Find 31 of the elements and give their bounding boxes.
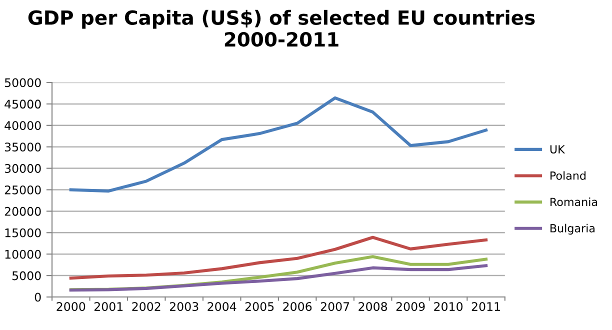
y-tick-label: 10000 [5,250,41,259]
x-tick-label: 2006 [283,302,312,311]
x-tick-label: 2000 [56,302,86,311]
x-tick-label: 2001 [94,302,123,311]
legend-label: UK [550,145,566,154]
y-tick-label: 45000 [4,100,41,109]
y-tick-label: 25000 [4,185,41,194]
x-tick-label: 2005 [245,302,274,311]
y-tick-label: 30000 [4,164,41,173]
y-tick-label: 20000 [4,206,41,216]
legend-label: Poland [550,171,586,180]
legend-label: Bulgaria [550,224,594,235]
line-series [69,96,488,193]
line-series [69,264,488,292]
x-tick-label: 2003 [170,302,198,311]
x-tick-label: 2008 [358,302,388,311]
y-tick-label: 35000 [4,142,41,152]
x-tick-label: 2011 [472,302,500,311]
x-tick-label: 2009 [396,302,425,311]
x-tick-label: 2007 [320,302,350,311]
y-tick-label: 5000 [12,271,41,280]
chart-title: GDP per Capita (US$) of selected EU countries 2000-2011 [28,10,535,47]
legend-label: Romania [550,198,598,206]
x-tick-label: 2002 [132,302,160,311]
y-tick-label: 0 [34,292,41,302]
y-tick-label: 50000 [4,78,41,88]
y-tick-label: 15000 [5,228,41,238]
x-tick-label: 2004 [208,302,236,311]
line-series [69,236,488,280]
y-tick-label: 40000 [4,121,41,130]
x-tick-label: 2010 [434,302,463,311]
